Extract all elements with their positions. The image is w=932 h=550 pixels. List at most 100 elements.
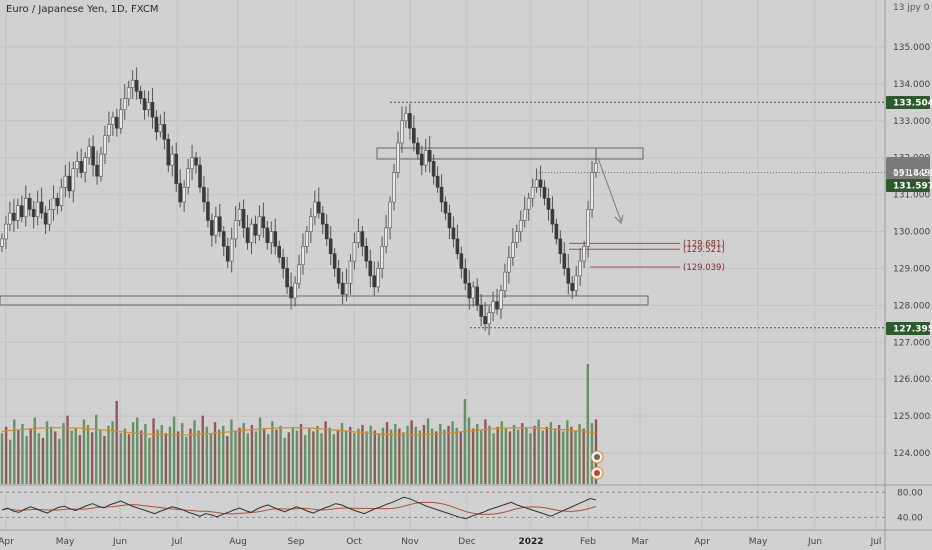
candle-body bbox=[408, 113, 412, 129]
volume-bar bbox=[222, 425, 225, 484]
candle-body bbox=[550, 209, 555, 225]
candle-body bbox=[368, 260, 373, 277]
countdown-label: 09:14:29 bbox=[893, 169, 932, 179]
volume-bar bbox=[484, 419, 487, 484]
candle-body bbox=[190, 157, 194, 170]
volume-bar bbox=[414, 426, 417, 484]
volume-bar bbox=[529, 433, 532, 484]
volume-bar bbox=[459, 432, 463, 484]
candle-body bbox=[447, 212, 452, 229]
volume-bar bbox=[521, 423, 524, 484]
volume-bar bbox=[21, 424, 24, 484]
volume-bar bbox=[541, 430, 544, 484]
volume-bar bbox=[422, 424, 426, 484]
candle-body bbox=[19, 205, 24, 218]
symbol-title[interactable]: Euro / Japanese Yen, 1D, FXCM bbox=[6, 4, 159, 15]
level-annotation: (129.521) bbox=[683, 245, 725, 255]
candle-body bbox=[249, 223, 254, 243]
candle-body bbox=[59, 186, 64, 207]
volume-bar bbox=[156, 429, 159, 484]
volume-bar bbox=[267, 434, 270, 484]
candle-body bbox=[4, 223, 8, 240]
candle-body bbox=[570, 282, 575, 291]
candle-body bbox=[530, 186, 535, 199]
price-tick-label: 125.000 bbox=[893, 412, 930, 422]
rsi-pane bbox=[0, 491, 932, 531]
price-tick-label: 134.000 bbox=[893, 80, 930, 90]
volume-bar bbox=[349, 426, 352, 484]
volume-bar bbox=[291, 426, 295, 484]
rsi-tick-label: 40.00 bbox=[897, 513, 923, 523]
time-axis[interactable]: Apr May Jun Jul Aug Sep Oct Nov Dec 2022 Feb Mar Apr… bbox=[0, 537, 881, 547]
candle-body bbox=[95, 164, 99, 177]
candle-body bbox=[154, 116, 159, 133]
candle-body bbox=[0, 238, 4, 247]
candle-body bbox=[574, 275, 579, 291]
volume-bar bbox=[115, 400, 118, 484]
candle-body bbox=[479, 305, 483, 317]
candle-body bbox=[75, 161, 80, 170]
candle-body bbox=[467, 282, 472, 299]
volume-bar bbox=[78, 435, 82, 484]
time-tick-label: Apr bbox=[0, 537, 14, 547]
volume-bar bbox=[447, 425, 450, 484]
candle-body bbox=[55, 198, 60, 207]
volume-bar bbox=[271, 421, 274, 484]
volume-bar bbox=[74, 427, 77, 484]
rsi-line bbox=[1, 496, 597, 520]
volume-bar bbox=[8, 439, 12, 484]
volume-bar bbox=[500, 421, 503, 484]
candle-body bbox=[91, 146, 95, 166]
volume-bar bbox=[578, 424, 581, 484]
high-level-label: 133.504 bbox=[893, 99, 932, 109]
volume-bar bbox=[160, 424, 163, 484]
candle-body bbox=[178, 183, 182, 203]
candle-body bbox=[253, 223, 258, 236]
candle-body bbox=[35, 201, 40, 218]
candle-body bbox=[289, 286, 293, 299]
candle-body bbox=[360, 231, 365, 247]
volume-bar bbox=[566, 420, 569, 484]
volume-bar bbox=[172, 416, 176, 484]
volume-bar bbox=[406, 425, 409, 484]
volume-bar bbox=[373, 430, 376, 484]
candle-body bbox=[507, 257, 511, 273]
volume-marker-dot bbox=[594, 470, 600, 476]
volume-bar bbox=[369, 425, 372, 484]
candle-body bbox=[582, 246, 586, 262]
volume-bar bbox=[49, 426, 53, 484]
candle-body bbox=[122, 98, 127, 111]
candle-body bbox=[451, 227, 456, 240]
candle-body bbox=[522, 209, 527, 221]
candle-body bbox=[16, 205, 20, 221]
volume-bar bbox=[545, 426, 549, 484]
candle-body bbox=[415, 142, 420, 155]
candle-body bbox=[471, 286, 476, 299]
candle-body bbox=[269, 231, 274, 243]
candlestick-series bbox=[0, 67, 598, 336]
volume-bar bbox=[344, 430, 348, 484]
time-tick-label: Aug bbox=[229, 537, 247, 547]
projection-arrow bbox=[597, 157, 622, 222]
volume-bar bbox=[66, 415, 69, 484]
volume-bar bbox=[54, 431, 57, 484]
volume-bar bbox=[361, 424, 364, 484]
volume-bar bbox=[439, 424, 442, 484]
candle-body bbox=[43, 212, 48, 225]
volume-bar bbox=[82, 419, 86, 484]
volume-bar bbox=[394, 424, 397, 484]
candle-body bbox=[186, 168, 190, 188]
candle-body bbox=[431, 161, 436, 177]
volume-bar bbox=[455, 427, 458, 484]
volume-bar bbox=[213, 422, 217, 484]
volume-bar bbox=[131, 422, 135, 484]
candle-body bbox=[542, 186, 547, 199]
time-tick-label: Sep bbox=[288, 537, 305, 547]
volume-bar bbox=[586, 364, 590, 484]
candle-body bbox=[364, 246, 369, 262]
volume-bar bbox=[320, 433, 323, 484]
candle-body bbox=[356, 231, 361, 243]
level-annotation: (129.039) bbox=[683, 263, 725, 273]
price-tick-label: 124.000 bbox=[893, 449, 930, 459]
volume-bar bbox=[127, 434, 131, 484]
